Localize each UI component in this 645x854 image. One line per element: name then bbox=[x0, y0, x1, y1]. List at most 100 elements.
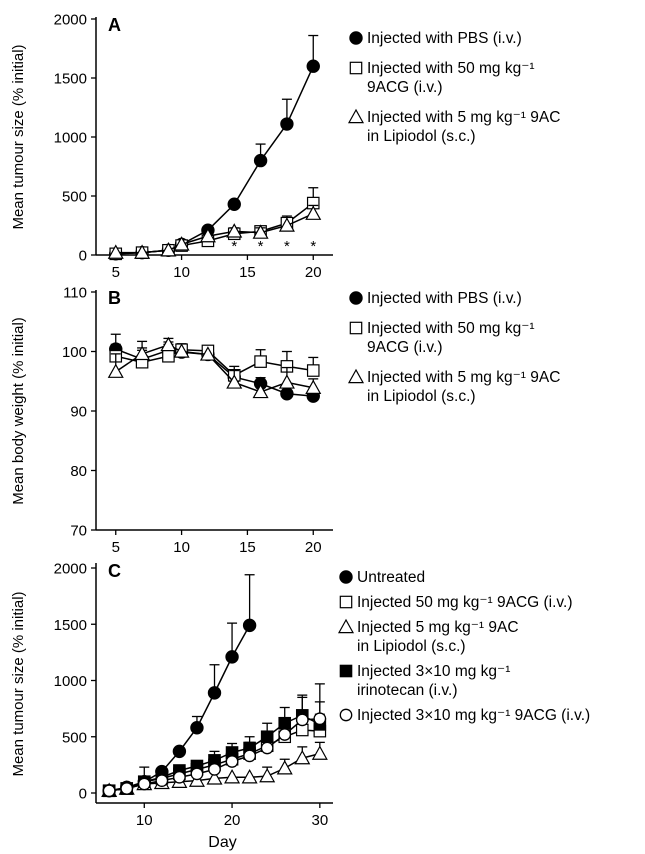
panel-label: C bbox=[108, 561, 121, 581]
data-point bbox=[241, 769, 258, 784]
y-axis-label: Mean body weight (% initial) bbox=[10, 317, 27, 505]
x-tick-label: 30 bbox=[311, 812, 328, 829]
x-tick-label: 20 bbox=[305, 264, 322, 281]
data-point bbox=[199, 227, 216, 243]
legend-marker bbox=[349, 61, 363, 75]
data-point bbox=[305, 379, 322, 394]
data-point bbox=[134, 244, 151, 259]
legend-marker bbox=[339, 595, 353, 609]
legend-marker bbox=[337, 618, 355, 634]
data-point bbox=[172, 744, 187, 759]
legend-label: Injected 3×10 mg kg⁻¹ 9ACG (i.v.) bbox=[357, 707, 590, 724]
legend-label: Injected 50 mg kg⁻¹ 9ACG (i.v.) bbox=[357, 594, 573, 611]
legend-label: Untreated bbox=[357, 569, 425, 586]
data-point bbox=[206, 770, 223, 785]
legend-marker bbox=[347, 108, 365, 124]
data-point bbox=[173, 236, 190, 251]
legend-marker bbox=[349, 321, 363, 335]
y-tick-label: 1000 bbox=[54, 130, 87, 147]
data-point bbox=[107, 363, 124, 378]
data-point bbox=[190, 767, 204, 781]
panel-label: A bbox=[108, 15, 121, 35]
series-3 bbox=[107, 336, 322, 399]
legend-label: in Lipiodol (s.c.) bbox=[367, 128, 476, 145]
legend-label: Injected with PBS (i.v.) bbox=[367, 290, 522, 307]
legend-label: Injected with PBS (i.v.) bbox=[367, 30, 522, 47]
data-point bbox=[208, 763, 221, 776]
x-tick-label: 5 bbox=[112, 539, 120, 556]
legend-marker bbox=[349, 31, 363, 45]
legend-label: Injected with 5 mg kg⁻¹ 9AC bbox=[367, 369, 560, 386]
legend-label: 9ACG (i.v.) bbox=[367, 79, 443, 96]
legend-marker bbox=[349, 291, 363, 305]
data-point bbox=[107, 244, 124, 259]
data-point bbox=[227, 197, 241, 211]
data-point bbox=[306, 364, 320, 377]
data-point bbox=[305, 205, 322, 220]
data-point bbox=[160, 242, 177, 257]
data-point bbox=[207, 686, 222, 700]
legend-label: Injected with 50 mg kg⁻¹ bbox=[367, 60, 535, 77]
data-point bbox=[120, 782, 134, 795]
x-tick-label: 5 bbox=[112, 264, 120, 281]
data-point bbox=[155, 774, 169, 787]
chart-panel-a: 0 500 1000 1500 2000 5 10 15 20 Mean tumour size … bbox=[10, 12, 560, 282]
y-tick-label: 1500 bbox=[54, 617, 87, 634]
data-point bbox=[253, 153, 268, 168]
data-point bbox=[278, 728, 292, 741]
y-tick-label: 80 bbox=[70, 463, 87, 480]
data-point bbox=[173, 770, 186, 784]
legend-label: in Lipiodol (s.c.) bbox=[357, 638, 466, 655]
y-tick-label: 100 bbox=[62, 344, 87, 361]
series-5 bbox=[102, 683, 327, 798]
data-point bbox=[276, 760, 293, 775]
legend-marker bbox=[339, 708, 353, 722]
data-point bbox=[306, 59, 320, 73]
y-tick-label: 1500 bbox=[54, 71, 87, 88]
significance-marker: * bbox=[310, 238, 316, 255]
data-point bbox=[226, 223, 243, 238]
data-point bbox=[278, 217, 295, 232]
data-point bbox=[280, 117, 294, 131]
data-point bbox=[134, 345, 151, 361]
x-tick-label: 20 bbox=[305, 539, 322, 556]
data-point bbox=[137, 777, 151, 791]
series-3 bbox=[107, 204, 322, 259]
legend-marker bbox=[339, 570, 353, 584]
y-tick-label: 500 bbox=[62, 189, 87, 206]
x-tick-label: 10 bbox=[173, 539, 190, 556]
data-point bbox=[313, 712, 327, 726]
y-tick-label: 90 bbox=[70, 404, 87, 421]
data-point bbox=[278, 374, 295, 389]
x-tick-label: 20 bbox=[224, 812, 241, 829]
data-point bbox=[162, 349, 175, 363]
chart-panel-c: 0 500 1000 1500 2000 10 20 30 Mean tumour size (… bbox=[10, 561, 590, 852]
y-tick-label: 2000 bbox=[54, 561, 87, 578]
legend: Injected with PBS (i.v.) Injected with 50… bbox=[347, 290, 560, 405]
data-point bbox=[254, 355, 267, 368]
y-tick-label: 110 bbox=[63, 285, 87, 302]
legend-label: Injected with 50 mg kg⁻¹ bbox=[367, 320, 535, 337]
data-point bbox=[252, 383, 269, 399]
data-point bbox=[226, 374, 243, 389]
y-axis-label: Mean tumour size (% initial) bbox=[10, 591, 27, 776]
y-tick-label: 500 bbox=[62, 729, 87, 746]
legend-label: irinotecan (i.v.) bbox=[357, 682, 458, 699]
y-tick-label: 1000 bbox=[54, 673, 87, 690]
significance-marker: * bbox=[258, 238, 264, 255]
x-tick-label: 10 bbox=[173, 264, 190, 281]
chart-panel-b: 70 80 90 100 110 5 10 15 20 Mean body weight (% i… bbox=[10, 285, 560, 557]
y-tick-label: 0 bbox=[79, 248, 87, 265]
data-point bbox=[199, 346, 216, 361]
data-point bbox=[260, 741, 274, 755]
x-tick-label: 10 bbox=[136, 812, 153, 829]
data-point bbox=[190, 721, 204, 735]
significance-marker: * bbox=[284, 238, 290, 255]
y-axis-label: Mean tumour size (% initial) bbox=[10, 44, 27, 229]
data-point bbox=[294, 749, 311, 765]
data-point bbox=[225, 650, 239, 664]
data-point bbox=[243, 749, 256, 763]
legend-marker bbox=[339, 664, 353, 678]
data-point bbox=[242, 618, 257, 633]
